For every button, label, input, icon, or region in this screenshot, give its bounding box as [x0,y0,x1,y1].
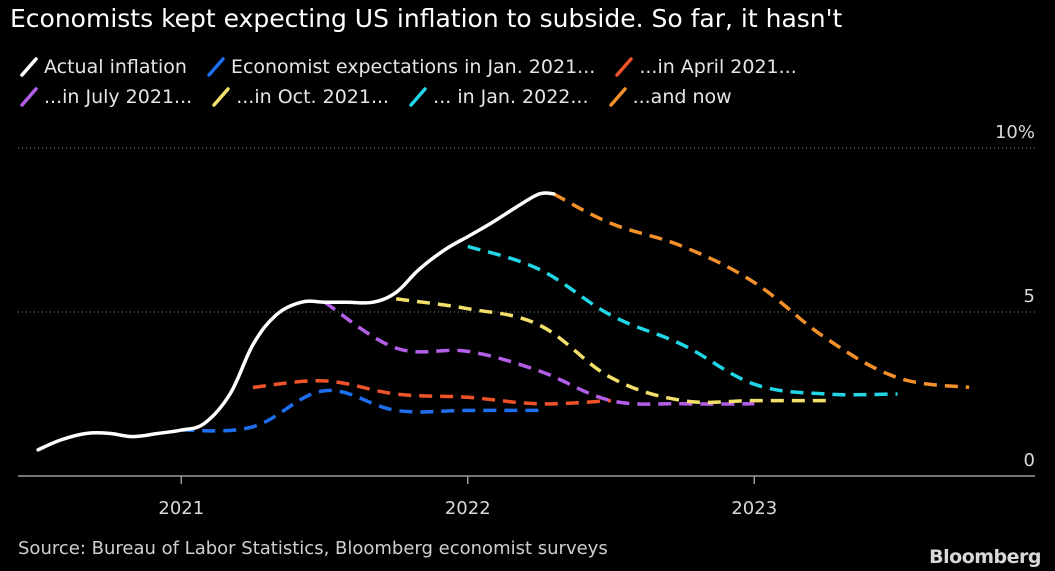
legend-item-and-now: ...and now [607,85,732,108]
y-tick-label: 5 [1024,286,1035,307]
legend-item-jan-2022: ... in Jan. 2022... [407,85,589,108]
series-line-in-oct-2021 [395,297,826,405]
x-tick-label: 2022 [445,498,491,519]
source-note: Source: Bureau of Labor Statistics, Bloo… [18,538,608,559]
white-slash-line-icon [20,57,38,77]
legend-row-2: ...in July 2021... ...in Oct. 2021... ..… [18,85,1048,108]
legend-label: ...and now [632,85,732,108]
legend-item-oct-2021: ...in Oct. 2021... [210,85,389,108]
legend-label: ...in July 2021... [44,85,193,108]
x-tick-label: 2023 [731,498,777,519]
legend-item-actual-inflation: Actual inflation [18,55,187,78]
series-line-economist-expectations-in-jan-2021 [181,388,540,433]
cyan-slash-line-icon [409,87,427,107]
series-line-in-jan-2022 [467,244,898,397]
legend-row-1: Actual inflation Economist expectations … [18,55,1048,78]
legend-item-jan-2021: Economist expectations in Jan. 2021... [205,55,595,78]
gridlines [18,147,1035,313]
yellow-slash-line-icon [212,87,230,107]
chart-title: Economists kept expecting US inflation t… [10,4,843,33]
red-slash-line-icon [615,57,634,77]
legend-item-july-2021: ...in July 2021... [18,85,192,108]
legend-label: ... in Jan. 2022... [433,85,589,108]
series-line-actual-inflation [36,191,556,452]
legend-label: ...in Oct. 2021... [236,85,390,108]
bloomberg-logo: Bloomberg [929,546,1041,568]
legend-label: Economist expectations in Jan. 2021... [230,55,596,78]
y-tick-label: 0 [1024,450,1035,471]
purple-slash-line-icon [20,87,38,107]
series-line-in-april-2021 [252,379,612,406]
blue-slash-line-icon [207,57,225,77]
orange-slash-line-icon [608,87,627,107]
series-line-and-now [552,192,970,390]
series-line-in-july-2021 [323,300,755,406]
axes: 0 5 10% 2021 2022 2023 [18,122,1035,519]
series-lines [36,191,970,452]
legend-item-april-2021: ...in April 2021... [613,55,797,78]
x-tick-label: 2021 [158,498,204,519]
y-tick-label: 10% [995,122,1035,143]
legend-label: Actual inflation [44,55,187,78]
legend-label: ...in April 2021... [639,55,797,78]
